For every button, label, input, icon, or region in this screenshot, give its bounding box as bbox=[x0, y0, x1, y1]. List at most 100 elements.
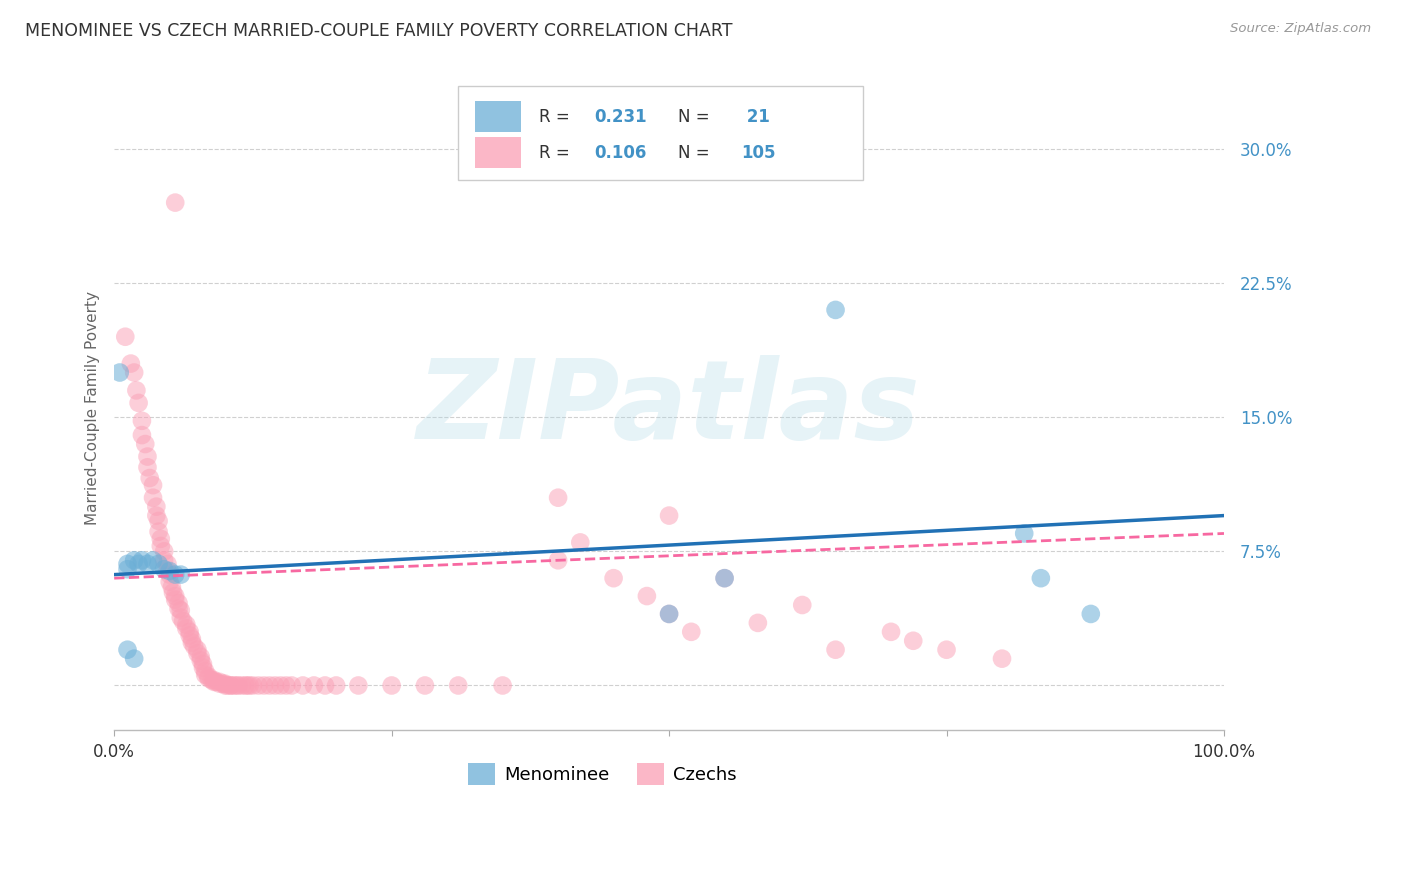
Point bbox=[159, 567, 181, 582]
Point bbox=[197, 669, 219, 683]
Point bbox=[138, 471, 160, 485]
Point bbox=[142, 553, 165, 567]
Point bbox=[214, 678, 236, 692]
Text: MENOMINEE VS CZECH MARRIED-COUPLE FAMILY POVERTY CORRELATION CHART: MENOMINEE VS CZECH MARRIED-COUPLE FAMILY… bbox=[25, 22, 733, 40]
Point bbox=[681, 624, 703, 639]
FancyBboxPatch shape bbox=[475, 101, 522, 132]
Point bbox=[713, 571, 735, 585]
Point bbox=[239, 678, 262, 692]
Point bbox=[183, 639, 205, 653]
Point bbox=[179, 628, 201, 642]
Point bbox=[302, 678, 325, 692]
Point bbox=[122, 366, 145, 380]
Point bbox=[219, 678, 242, 692]
Point bbox=[217, 678, 239, 692]
Point bbox=[236, 678, 259, 692]
Point bbox=[128, 396, 150, 410]
Point bbox=[160, 580, 183, 594]
Point bbox=[122, 651, 145, 665]
Point bbox=[125, 384, 148, 398]
Point bbox=[658, 508, 681, 523]
Point bbox=[208, 676, 231, 690]
Point bbox=[194, 667, 217, 681]
Point bbox=[131, 428, 153, 442]
Point bbox=[131, 414, 153, 428]
Point bbox=[117, 562, 139, 576]
Point bbox=[991, 651, 1014, 665]
Point bbox=[202, 673, 225, 687]
Point bbox=[447, 678, 470, 692]
Point bbox=[149, 539, 172, 553]
Point bbox=[170, 567, 193, 582]
Point bbox=[170, 603, 193, 617]
Point bbox=[270, 678, 292, 692]
Point bbox=[136, 460, 159, 475]
Point bbox=[167, 596, 190, 610]
Text: 21: 21 bbox=[741, 108, 770, 126]
Point bbox=[547, 491, 569, 505]
Point bbox=[156, 557, 179, 571]
Point bbox=[142, 491, 165, 505]
Point bbox=[176, 617, 198, 632]
Point bbox=[122, 553, 145, 567]
Point bbox=[131, 553, 153, 567]
Point bbox=[172, 614, 194, 628]
Point bbox=[153, 544, 176, 558]
Point bbox=[201, 673, 224, 687]
Point bbox=[1080, 607, 1102, 621]
Point bbox=[186, 646, 208, 660]
Text: 0.106: 0.106 bbox=[595, 144, 647, 161]
Point bbox=[281, 678, 304, 692]
Point bbox=[381, 678, 404, 692]
Text: N =: N = bbox=[678, 108, 714, 126]
Point bbox=[159, 574, 181, 589]
Point bbox=[117, 642, 139, 657]
FancyBboxPatch shape bbox=[475, 137, 522, 168]
Text: ZIPatlas: ZIPatlas bbox=[418, 355, 921, 462]
Point bbox=[276, 678, 298, 692]
Point bbox=[264, 678, 287, 692]
Text: R =: R = bbox=[540, 108, 575, 126]
Point bbox=[253, 678, 276, 692]
Point bbox=[148, 514, 170, 528]
Point bbox=[134, 437, 156, 451]
Point bbox=[1012, 526, 1035, 541]
Point bbox=[128, 557, 150, 571]
Point bbox=[165, 589, 187, 603]
Point bbox=[176, 621, 198, 635]
Point bbox=[145, 508, 167, 523]
Point bbox=[225, 678, 247, 692]
Point bbox=[228, 678, 250, 692]
Point bbox=[108, 366, 131, 380]
Point bbox=[658, 607, 681, 621]
Point bbox=[233, 678, 256, 692]
Point bbox=[197, 671, 219, 685]
Point bbox=[792, 598, 814, 612]
Point bbox=[165, 195, 187, 210]
Point bbox=[222, 678, 245, 692]
Point bbox=[1029, 571, 1052, 585]
Point bbox=[569, 535, 592, 549]
Point bbox=[547, 553, 569, 567]
Point bbox=[165, 567, 187, 582]
Point bbox=[190, 653, 212, 667]
Point bbox=[153, 553, 176, 567]
Point bbox=[314, 678, 336, 692]
Point bbox=[824, 302, 846, 317]
Legend: Menominee, Czechs: Menominee, Czechs bbox=[461, 756, 744, 792]
Text: Source: ZipAtlas.com: Source: ZipAtlas.com bbox=[1230, 22, 1371, 36]
Point bbox=[148, 557, 170, 571]
Y-axis label: Married-Couple Family Poverty: Married-Couple Family Poverty bbox=[86, 292, 100, 525]
Point bbox=[413, 678, 436, 692]
Point bbox=[136, 450, 159, 464]
Point bbox=[167, 601, 190, 615]
Point bbox=[194, 664, 217, 678]
Point bbox=[180, 635, 202, 649]
Point bbox=[935, 642, 957, 657]
Point bbox=[180, 632, 202, 646]
Point bbox=[602, 571, 624, 585]
Point bbox=[212, 676, 235, 690]
Point bbox=[117, 557, 139, 571]
Point bbox=[179, 624, 201, 639]
Point bbox=[165, 592, 187, 607]
